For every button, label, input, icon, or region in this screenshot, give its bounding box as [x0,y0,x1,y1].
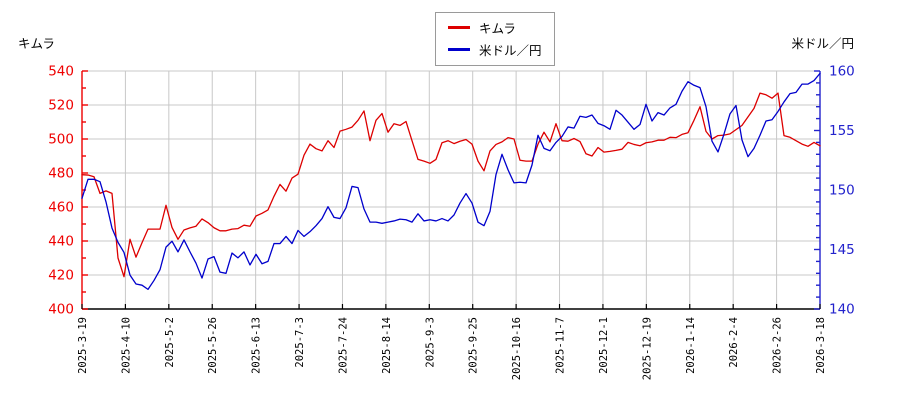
x-axis-tick-label: 2025-5-26 [207,317,219,374]
left-axis-title: キムラ [18,36,55,51]
x-axis-tick-label: 2025-4-10 [120,317,132,374]
legend-item-kimura: キムラ [448,18,542,37]
left-axis-tick-label: 540 [48,64,74,80]
series-line-kimura [81,92,821,278]
legend: キムラ 米ドル／円 [435,12,555,66]
x-axis-tick-label: 2025-12-1 [598,317,610,374]
right-axis-tick-label: 155 [829,123,855,139]
x-axis-tick-label: 2025-6-13 [251,317,263,374]
x-axis-tick-label: 2025-9-3 [424,317,436,368]
series-line-usdjpy [81,72,821,291]
right-axis-tick-label: 150 [829,183,855,199]
x-axis-tick-label: 2026-2-26 [772,317,784,374]
legend-label-usdjpy: 米ドル／円 [479,43,542,58]
x-axis-tick-label: 2025-8-14 [381,317,393,374]
x-axis-tick-label: 2026-3-18 [815,317,827,374]
x-axis-tick-label: 2025-12-19 [641,317,653,380]
x-axis-tick-label: 2025-9-25 [468,317,480,374]
right-axis-tick-label: 160 [829,64,855,80]
left-axis-tick-label: 420 [48,268,74,284]
left-axis-tick-label: 460 [48,200,74,216]
left-axis-tick-label: 400 [48,302,74,318]
legend-label-kimura: キムラ [479,21,516,36]
x-axis-tick-label: 2025-7-24 [337,317,349,374]
x-axis-tick-label: 2025-11-7 [555,317,567,374]
left-axis-tick-label: 480 [48,166,74,182]
legend-line-swatch-red [448,26,470,29]
x-axis-tick-label: 2025-5-2 [164,317,176,368]
left-axis-tick-label: 440 [48,234,74,250]
right-axis-tick-label: 145 [829,242,855,258]
left-axis-tick-label: 520 [48,98,74,114]
legend-item-usdjpy: 米ドル／円 [448,40,542,59]
left-axis-tick-label: 500 [48,132,74,148]
right-axis-tick-label: 140 [829,302,855,318]
legend-line-swatch-blue [448,48,470,51]
x-axis-tick-label: 2026-1-14 [685,317,697,374]
right-axis-title: 米ドル／円 [791,36,854,51]
x-axis-tick-label: 2026-2-4 [728,317,740,368]
x-axis-tick-label: 2025-3-19 [77,317,89,374]
x-axis-tick-label: 2025-7-3 [294,317,306,368]
x-axis-tick-label: 2025-10-16 [511,317,523,380]
